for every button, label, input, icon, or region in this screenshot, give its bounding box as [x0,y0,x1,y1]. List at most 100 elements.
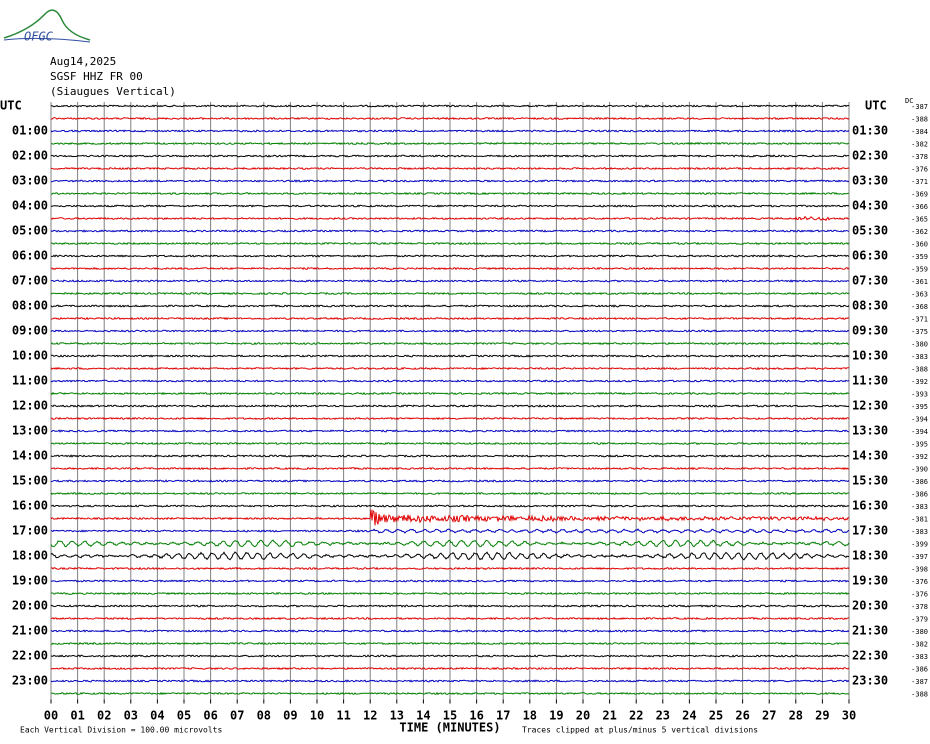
seismic-trace [50,104,850,108]
seismic-trace [50,266,850,271]
seismic-trace [50,215,850,222]
right-time-label: 08:30 [852,299,888,313]
dc-offset: -390 [911,466,928,474]
seismic-trace [50,179,850,183]
right-time-label: 09:30 [852,324,888,338]
right-time-label: 14:30 [852,449,888,463]
right-time-label: 07:30 [852,274,888,288]
seismic-trace [50,129,850,133]
seismic-trace [50,341,849,346]
x-tick-label: 10 [310,709,324,723]
dc-offset: -388 [911,691,928,699]
x-tick-label: 27 [762,709,776,723]
left-time-label: 08:00 [12,299,48,313]
x-tick-label: 14 [416,709,430,723]
dc-offset: -395 [911,441,928,449]
seismic-trace [50,166,850,171]
left-time-label: 22:00 [12,649,48,663]
x-tick-label: 15 [443,709,457,723]
seismic-trace [50,141,850,146]
x-tick-label: 00 [44,709,58,723]
dc-offset: -366 [911,203,928,211]
seismic-trace [51,316,850,321]
seismic-trace [50,539,850,548]
dc-offset: -386 [911,478,928,486]
footer-left: Each Vertical Division = 100.00 microvol… [20,726,222,735]
seismic-trace [50,579,850,583]
x-tick-label: 30 [842,709,856,723]
left-time-label: 17:00 [12,524,48,538]
x-tick-label: 02 [97,709,111,723]
right-time-label: 11:30 [852,374,888,388]
right-time-label: 02:30 [852,149,888,163]
dc-offset: -381 [911,516,928,524]
seismic-trace [50,354,850,358]
dc-offset: -387 [911,103,928,111]
dc-offset: -380 [911,341,928,349]
dc-offset: -384 [911,128,928,136]
seismic-trace [50,654,850,658]
dc-offset: -379 [911,616,928,624]
dc-offset: -361 [911,278,928,286]
x-tick-label: 21 [602,709,616,723]
seismic-trace [50,154,850,158]
right-time-label: 17:30 [852,524,888,538]
right-time-label: 18:30 [852,549,888,563]
dc-offset: -363 [911,291,928,299]
left-time-label: 02:00 [12,149,48,163]
left-time-label: 15:00 [12,474,48,488]
dc-offset: -393 [911,391,928,399]
dc-offset: -376 [911,591,928,599]
right-time-label: 22:30 [852,649,888,663]
dc-offset: -365 [911,216,928,224]
seismic-trace [50,491,850,496]
dc-offset: -386 [911,491,928,499]
x-tick-label: 04 [150,709,164,723]
dc-offset: -382 [911,141,928,149]
title-line: SGSF HHZ FR 00 [50,70,143,83]
dc-offset: -383 [911,353,928,361]
right-time-label: 10:30 [852,349,888,363]
left-time-label: 14:00 [12,449,48,463]
x-tick-label: 17 [496,709,510,723]
right-time-label: 16:30 [852,499,888,513]
left-time-label: 21:00 [12,624,48,638]
x-tick-label: 25 [709,709,723,723]
seismic-trace [50,116,850,121]
left-time-label: 10:00 [12,349,48,363]
left-time-label: 16:00 [12,499,48,513]
dc-header: DC [905,97,913,105]
seismic-trace [50,591,850,596]
x-tick-label: 06 [203,709,217,723]
right-time-label: 01:30 [852,124,888,138]
seismic-trace [50,279,850,283]
seismic-trace [50,191,850,196]
dc-offset: -378 [911,153,928,161]
seismic-trace [50,441,850,446]
left-time-label: 19:00 [12,574,48,588]
dc-offset: -368 [911,303,928,311]
x-tick-label: 26 [735,709,749,723]
x-tick-label: 07 [230,709,244,723]
title-line: Aug14,2025 [50,55,116,68]
dc-offset: -371 [911,316,928,324]
seismic-trace [50,204,850,208]
right-time-label: 15:30 [852,474,888,488]
dc-offset: -386 [911,666,928,674]
dc-offset: -394 [911,416,928,424]
left-time-label: 06:00 [12,249,48,263]
seismic-trace [50,666,850,671]
dc-offset: -362 [911,228,928,236]
x-tick-label: 20 [576,709,590,723]
seismic-trace [50,479,850,483]
left-time-label: 23:00 [12,674,48,688]
dc-offset: -399 [911,541,928,549]
seismic-trace [50,454,850,458]
left-time-label: 04:00 [12,199,48,213]
seismic-trace [50,691,850,696]
dc-offset: -359 [911,266,928,274]
seismic-trace [50,291,850,296]
left-time-label: 13:00 [12,424,48,438]
seismic-trace [50,366,850,371]
